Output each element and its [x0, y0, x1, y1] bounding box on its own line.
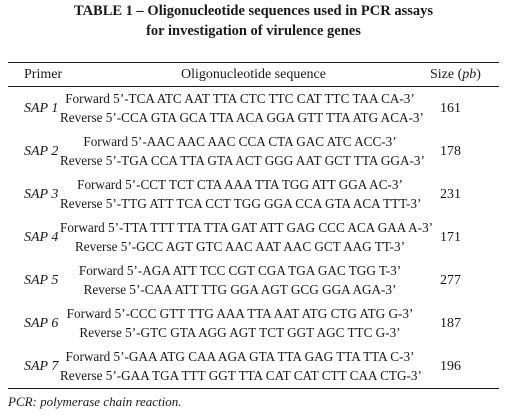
table-row: SAP 6 Forward 5’-CCC GTT TTG AAA TTA AAT…	[0, 303, 507, 346]
forward-sequence: Forward 5’-AAC AAC AAC CCA CTA GAC ATC A…	[83, 134, 397, 149]
primer-name: SAP 5	[24, 273, 59, 288]
reverse-sequence: Reverse 5’-GAA TGA TTT GGT TTA CAT CAT C…	[60, 368, 422, 383]
reverse-sequence: Reverse 5’-CCA GTA GCA TTA ACA GGA GTT T…	[60, 110, 424, 125]
header-size-unit: pb	[462, 67, 477, 82]
product-size: 161	[440, 101, 461, 116]
primer-name: SAP 4	[24, 230, 59, 245]
product-size: 277	[440, 273, 461, 288]
table-caption-line-1: TABLE 1 – Oligonucleotide sequences used…	[73, 3, 434, 19]
header-rule	[8, 86, 499, 87]
table-row: SAP 5 Forward 5’-AGA ATT TCC CGT CGA TGA…	[0, 260, 507, 303]
primer-name: SAP 6	[24, 316, 59, 331]
reverse-sequence: Reverse 5’-TGA CCA TTA GTA ACT GGG AAT G…	[60, 153, 425, 168]
header-sequence: Oligonucleotide sequence	[180, 67, 326, 82]
header-primer: Primer	[24, 67, 63, 82]
bottom-rule	[8, 388, 499, 389]
table-row: SAP 7 Forward 5’-GAA ATG CAA AGA GTA TTA…	[0, 346, 507, 389]
product-size: 231	[440, 187, 461, 202]
primer-name: SAP 3	[24, 187, 59, 202]
reverse-sequence: Reverse 5’-TTG ATT TCA CCT TGG GGA CCA G…	[60, 196, 422, 211]
header-size: Size (pb)	[430, 66, 481, 84]
header-size-prefix: Size (	[430, 67, 463, 82]
table-row: SAP 2 Forward 5’-AAC AAC AAC CCA CTA GAC…	[0, 131, 507, 174]
reverse-sequence: Reverse 5’-GTC GTA AGG AGT TCT GGT AGC T…	[79, 325, 401, 340]
forward-sequence: Forward 5’-CCT TCT CTA AAA TTA TGG ATT G…	[77, 177, 403, 192]
forward-sequence: Forward 5’-GAA ATG CAA AGA GTA TTA GAG T…	[65, 349, 415, 364]
table-row: SAP 3 Forward 5’-CCT TCT CTA AAA TTA TGG…	[0, 174, 507, 217]
product-size: 196	[440, 359, 461, 374]
product-size: 171	[440, 230, 461, 245]
primer-name: SAP 2	[24, 144, 59, 159]
table-row: SAP 1 Forward 5’-TCA ATC AAT TTA CTC TTC…	[0, 88, 507, 131]
primer-name: SAP 1	[24, 101, 59, 116]
table-row: SAP 4 Forward 5’-TTA TTT TTA TTA GAT ATT…	[0, 217, 507, 260]
primer-name: SAP 7	[24, 359, 59, 374]
forward-sequence: Forward 5’-AGA ATT TCC CGT CGA TGA GAC T…	[78, 263, 402, 278]
product-size: 187	[440, 316, 461, 331]
forward-sequence: Forward 5’-TTA TTT TTA TTA GAT ATT GAG C…	[60, 220, 434, 235]
table-footnote: PCR: polymerase chain reaction.	[8, 394, 182, 409]
table-caption-line-2: for investigation of virulence genes	[146, 23, 361, 39]
reverse-sequence: Reverse 5’-GCC AGT GTC AAC AAT AAC GCT A…	[74, 239, 406, 254]
top-rule	[8, 62, 499, 63]
forward-sequence: Forward 5’-TCA ATC AAT TTA CTC TTC CAT T…	[65, 91, 415, 106]
product-size: 178	[440, 144, 461, 159]
header-size-suffix: )	[476, 67, 481, 82]
forward-sequence: Forward 5’-CCC GTT TTG AAA TTA AAT ATG C…	[66, 306, 414, 321]
reverse-sequence: Reverse 5’-CAA ATT TTG GGA AGT GCG GGA A…	[83, 282, 397, 297]
